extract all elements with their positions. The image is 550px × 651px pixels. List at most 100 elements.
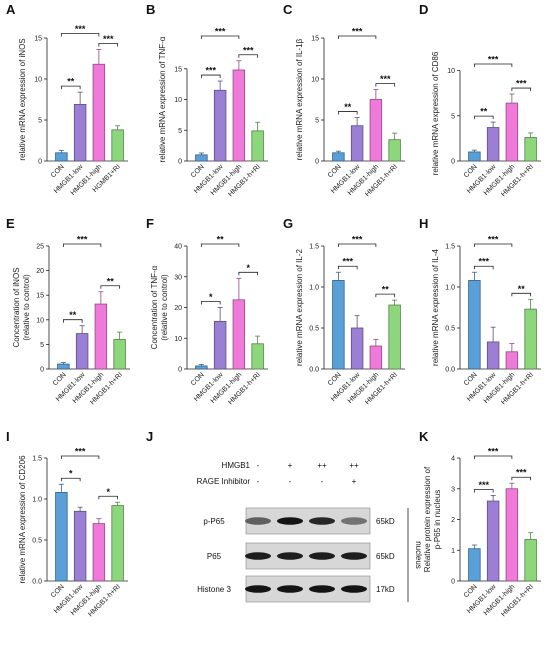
- x-tick-label: CON: [327, 371, 343, 387]
- y-tick-label: 3: [451, 486, 455, 493]
- blot-band: [277, 517, 303, 525]
- y-tick-label: 0.0: [445, 367, 455, 374]
- significance-bracket: [511, 292, 532, 297]
- significance-label: ***: [205, 66, 216, 76]
- x-tick-label: CON: [50, 583, 66, 599]
- bar: [468, 151, 481, 162]
- y-tick-label: 15: [174, 66, 182, 73]
- bar: [505, 351, 519, 370]
- significance-bracket: [473, 455, 513, 459]
- x-tick-label: CON: [190, 163, 206, 179]
- x-tick-label: CON: [190, 371, 206, 387]
- significance-label: ***: [342, 257, 353, 267]
- y-tick-label: 1.5: [32, 456, 42, 463]
- bar: [524, 137, 537, 162]
- significance-bracket: [62, 319, 83, 323]
- x-tick-label: CON: [463, 583, 479, 599]
- significance-label: ***: [516, 468, 527, 478]
- treatment-label: RAGE Inhibitor: [197, 477, 251, 486]
- blot-band: [277, 552, 303, 560]
- chart-panel-f: F 0 10 20 30 40 Concentration of TNF-α (relativ…: [146, 216, 268, 406]
- significance-label: *: [69, 469, 73, 479]
- significance-bracket: [60, 477, 81, 482]
- bar: [332, 152, 345, 162]
- treatment-mark: -: [257, 461, 260, 470]
- y-axis-title: relative mRNA expression of CD86: [431, 51, 440, 175]
- y-tick-label: 30: [174, 274, 182, 281]
- bar: [505, 488, 519, 582]
- blot-protein-label: Histone 3: [197, 585, 231, 594]
- significance-bracket: [337, 265, 358, 270]
- x-tick-label: CON: [463, 371, 479, 387]
- y-tick-label: 0: [178, 159, 182, 166]
- y-axis-title: relative mRNA expression of IL-2: [295, 248, 304, 365]
- y-tick-label: 5: [451, 113, 455, 120]
- panel-label: A: [6, 2, 16, 17]
- significance-bracket: [337, 111, 358, 115]
- y-tick-label: 2: [451, 517, 455, 524]
- chart-panel-h: H 0.0 0.5 1.0 1.5 relative mRNA expression of…: [419, 216, 541, 406]
- bar: [92, 63, 106, 162]
- bar: [350, 327, 364, 370]
- significance-bracket: [337, 243, 377, 247]
- significance-bracket: [100, 285, 121, 289]
- y-tick-label: 5: [40, 342, 44, 349]
- significance-label: **: [518, 284, 526, 294]
- y-axis-title: relative mRNA expression of TNF-α: [158, 36, 167, 162]
- significance-bracket: [473, 489, 494, 493]
- blot-band: [245, 552, 271, 560]
- y-axis-title: Concentration of TNF-α: [150, 265, 159, 349]
- bar: [468, 280, 481, 370]
- y-tick-label: 0.0: [32, 579, 42, 586]
- y-tick-label: 0.5: [445, 326, 455, 333]
- significance-label: *: [246, 263, 250, 273]
- bar: [251, 343, 264, 370]
- bar: [195, 365, 208, 370]
- bar: [505, 102, 519, 162]
- y-tick-label: 25: [36, 244, 44, 251]
- y-tick-label: 0: [38, 159, 42, 166]
- blot-band: [245, 585, 271, 593]
- bar: [57, 363, 70, 370]
- panel-label: I: [6, 429, 10, 444]
- y-tick-label: 1.5: [309, 244, 319, 251]
- y-axis-title: Concentration of iNOS: [12, 267, 21, 347]
- significance-label: **: [67, 77, 75, 87]
- bar: [213, 89, 227, 162]
- bar: [92, 523, 106, 582]
- bar: [232, 69, 246, 162]
- significance-label: ***: [103, 34, 114, 44]
- treatment-mark: +: [288, 461, 293, 470]
- significance-label: *: [209, 292, 213, 302]
- significance-bracket: [511, 476, 532, 481]
- y-axis-title-line2: (relative to control): [22, 274, 31, 341]
- bar: [55, 492, 68, 582]
- y-tick-label: 20: [174, 305, 182, 312]
- y-tick-label: 5: [38, 118, 42, 125]
- y-tick-label: 20: [36, 268, 44, 275]
- blot-band: [309, 517, 335, 525]
- bar: [486, 127, 500, 162]
- significance-bracket: [60, 33, 100, 37]
- significance-bracket: [473, 265, 494, 270]
- blot-band: [245, 517, 271, 525]
- bar: [94, 303, 108, 370]
- significance-label: ***: [75, 24, 86, 34]
- blot-band: [341, 517, 367, 525]
- bar: [524, 308, 537, 370]
- significance-label: ***: [243, 45, 254, 55]
- significance-bracket: [511, 87, 532, 92]
- nucleus-label: nucleus: [414, 541, 423, 569]
- bar: [251, 130, 264, 162]
- chart-panel-k: K 0 1 2 3 4 Relative protein expression of p-P6…: [419, 429, 541, 618]
- significance-bracket: [98, 495, 119, 500]
- significance-bracket: [60, 455, 100, 459]
- x-tick-label: CON: [50, 163, 66, 179]
- treatment-label: HMGB1: [222, 461, 251, 470]
- panel-label: C: [283, 2, 293, 17]
- y-axis-title: relative mRNA expression of CD206: [18, 455, 27, 584]
- blot-protein-label: p-P65: [203, 517, 225, 526]
- y-tick-label: 0.0: [309, 367, 319, 374]
- bar: [369, 99, 383, 162]
- y-tick-label: 0: [40, 367, 44, 374]
